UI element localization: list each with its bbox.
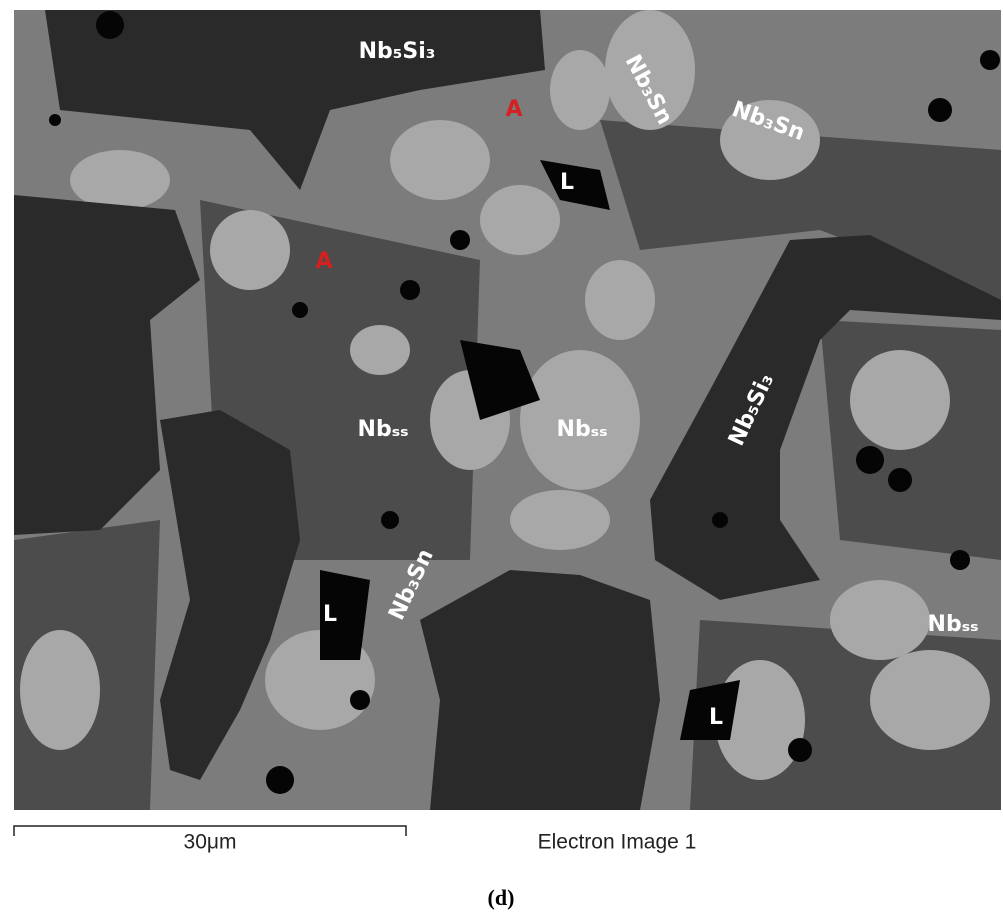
phase-label: Nbₛₛ xyxy=(557,417,608,442)
region-label: A xyxy=(315,249,332,274)
phase-label: L xyxy=(323,602,337,627)
region-label: A xyxy=(505,97,522,122)
phase-label: L xyxy=(560,170,574,195)
phase-label: Nbₛₛ xyxy=(358,417,409,442)
scale-bar xyxy=(13,825,407,836)
micrograph: Nb₅Si₃ Nb₃Sn Nb₃Sn A L A Nbₛₛ Nbₛₛ Nb₅Si… xyxy=(14,10,1001,810)
figure-label: (d) xyxy=(488,885,515,910)
phase-label: Nbₛₛ xyxy=(928,612,979,637)
scale-label: 30μm xyxy=(184,831,237,854)
phase-label: Nb₅Si₃ xyxy=(359,39,436,64)
image-caption: Electron Image 1 xyxy=(538,831,697,854)
phase-label: L xyxy=(709,705,723,730)
